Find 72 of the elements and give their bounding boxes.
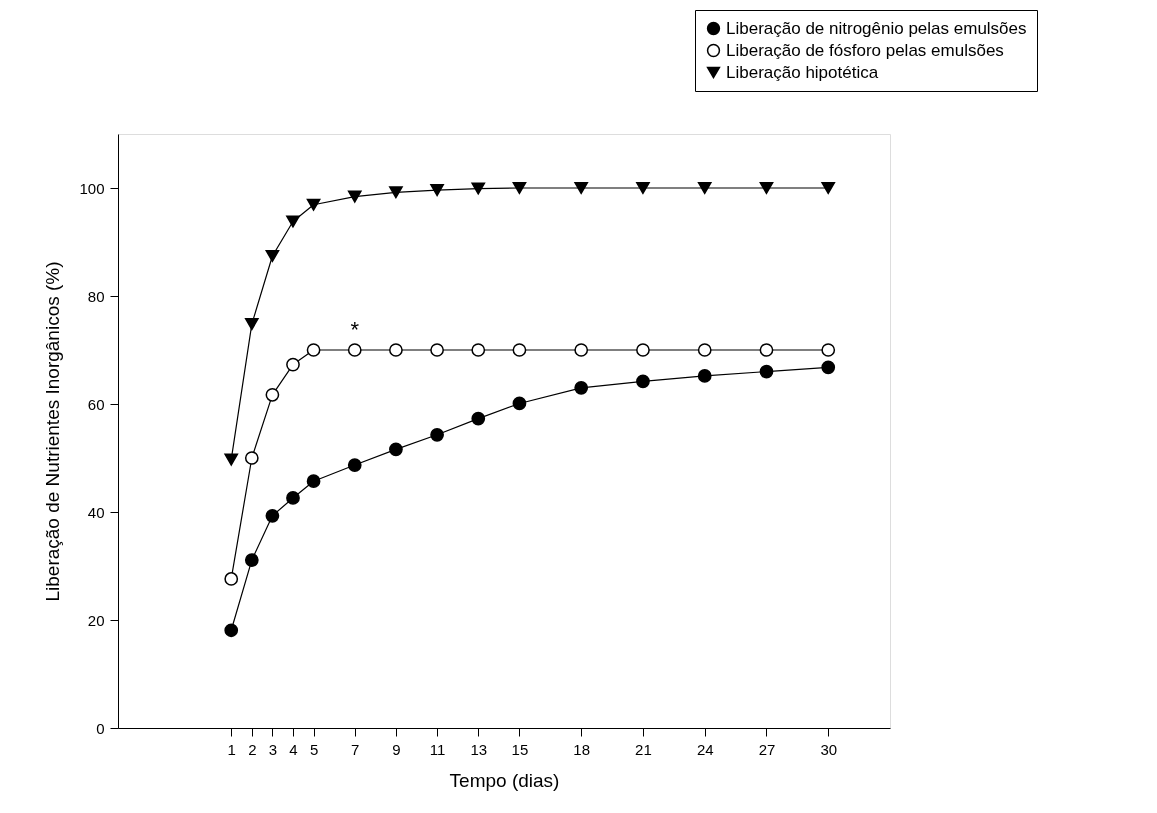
point <box>430 343 444 357</box>
x-tick-label: 5 <box>309 740 319 758</box>
point <box>430 427 444 442</box>
point <box>821 181 836 195</box>
point <box>244 553 259 567</box>
point <box>265 249 280 263</box>
point <box>821 343 836 357</box>
point <box>389 343 403 357</box>
legend-label: Liberação de fósforo pelas emulsões <box>726 40 1004 60</box>
x-tick-label: 18 <box>573 740 591 758</box>
point <box>471 411 486 426</box>
point <box>512 181 527 195</box>
y-tick-label: 20 <box>87 611 105 629</box>
point <box>244 451 259 465</box>
y-tick-label: 80 <box>87 287 105 305</box>
x-axis-title: Tempo (dias) <box>449 769 560 791</box>
point <box>574 380 589 395</box>
point <box>306 474 321 489</box>
point <box>224 623 239 638</box>
x-tick-label: 13 <box>470 740 488 758</box>
point <box>759 364 774 379</box>
point <box>347 343 362 357</box>
x-tick-label: 24 <box>696 740 714 758</box>
point <box>636 181 650 195</box>
point <box>636 374 650 389</box>
legend-label: Liberação de nitrogênio pelas emulsões <box>726 18 1027 38</box>
x-tick-label: 11 <box>429 740 446 758</box>
x-tick-label: 1 <box>227 740 236 758</box>
y-tick-label: 60 <box>87 395 105 413</box>
annotation: * <box>350 317 360 342</box>
point <box>821 360 836 375</box>
x-tick-label: 15 <box>511 740 529 758</box>
y-axis-title: Liberação de Nutrientes Inorgânicos (%) <box>42 261 64 602</box>
point <box>389 186 403 199</box>
y-tick-label: 0 <box>96 719 105 737</box>
x-tick-label: 7 <box>351 740 360 758</box>
point <box>347 458 362 472</box>
y-tick-label: 100 <box>79 179 105 197</box>
x-tick-label: 27 <box>758 740 776 758</box>
point <box>306 198 321 211</box>
point <box>512 396 527 411</box>
point <box>306 343 321 357</box>
point <box>471 182 486 195</box>
legend-label: Liberação hipotética <box>726 62 879 82</box>
point <box>759 181 774 195</box>
point <box>244 318 259 331</box>
point <box>697 181 712 195</box>
x-tick-label: 21 <box>635 740 652 758</box>
point <box>389 442 403 457</box>
point <box>697 369 712 383</box>
y-tick-label: 40 <box>87 503 105 521</box>
point <box>224 572 239 586</box>
point <box>430 184 444 197</box>
point <box>636 343 650 357</box>
point <box>759 343 774 357</box>
x-tick-label: 4 <box>289 740 298 758</box>
point <box>347 190 362 203</box>
point <box>574 343 589 357</box>
point <box>512 343 527 357</box>
point <box>471 343 486 357</box>
point <box>224 453 239 466</box>
point <box>286 215 300 228</box>
x-tick-label: 2 <box>248 740 257 758</box>
point <box>265 508 280 523</box>
x-tick-label: 3 <box>268 740 278 758</box>
point <box>286 357 300 372</box>
point <box>697 343 712 357</box>
point <box>286 491 300 505</box>
x-tick-label: 9 <box>392 740 401 758</box>
x-tick-label: 30 <box>820 740 838 758</box>
point <box>265 387 280 402</box>
point <box>574 181 589 195</box>
